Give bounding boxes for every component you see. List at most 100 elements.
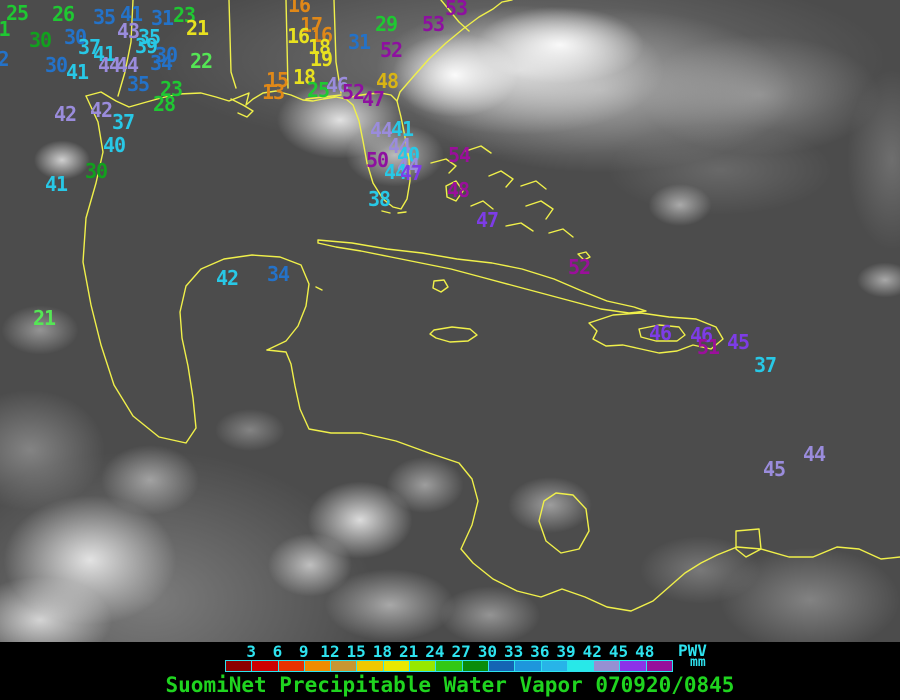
colorbar-tick-label: 12 [320,642,340,661]
station-pwv-value: 30 [63,25,87,49]
station-pwv-value: 16 [287,0,311,17]
colorbar-segment [488,661,516,671]
colorbar-tick-label: 48 [635,642,655,661]
station-pwv-value: 53 [444,0,468,20]
station-pwv-value: 46 [325,73,349,97]
colorbar-segment [304,661,332,671]
coastline-atlantic-seaboard [396,0,513,102]
station-pwv-value: 44 [802,442,826,466]
station-pwv-value: 44 [115,53,139,77]
colorbar-tick-label: 6 [272,642,283,661]
mississippi-delta [230,98,254,118]
station-pwv-value: 37 [77,35,101,59]
station-pwv-value: 44 [396,154,420,178]
coastline-puerto-rico [638,324,686,342]
station-pwv-value: 44 [387,134,411,158]
station-pwv-value: 43 [116,19,140,43]
station-pwv-value: 16 [309,23,333,47]
station-pwv-value: 47 [399,161,423,185]
station-pwv-value: 54 [447,143,471,167]
station-pwv-value: 41 [119,2,143,26]
colorbar-tick-label: 3 [246,642,257,661]
station-pwv-value: 39 [134,34,158,58]
coastline-central-south-america [266,349,900,612]
coastline-mexico-yucatan [82,95,310,444]
station-pwv-value: 25 [306,78,330,102]
station-pwv-value: 1 [0,17,11,41]
station-pwv-value: 44 [383,160,407,184]
coastline-florida [345,92,411,210]
station-pwv-value: 30 [84,159,108,183]
station-pwv-value: 42 [89,98,113,122]
station-pwv-value: 35 [126,72,150,96]
colorbar-segment [357,661,384,671]
station-pwv-value: 45 [726,330,750,354]
station-pwv-value: 2 [0,47,10,71]
colorbar-segment [594,661,621,671]
image-title: SuomiNet Precipitable Water Vapor 070920… [165,673,735,697]
station-pwv-value: 47 [361,87,385,111]
station-pwv-value: 17 [299,13,323,37]
coastline-cuba [317,239,647,314]
colorbar-tick-label: 42 [582,642,602,661]
station-pwv-value: 52 [379,38,403,62]
mm-unit-label: mm [690,655,706,670]
isle-of-youth [432,279,449,293]
station-pwv-value: 45 [762,457,786,481]
colorbar-tick-label: 15 [346,642,366,661]
station-pwv-value: 37 [111,110,135,134]
coastline-overlay [82,0,900,612]
colorbar-tick-label: 39 [556,642,576,661]
station-pwv-value: 30 [154,43,178,67]
florida-keys [381,210,407,214]
station-pwv-value: 35 [137,25,161,49]
colorbar-segment [646,661,673,671]
satellite-image: 25 1 30 2 30 26 35 41 31 23 21 43 30 37 41 35 39 30 34 44 44… [0,0,900,642]
station-pwv-value: 19 [309,47,333,71]
station-pwv-value: 47 [475,208,499,232]
pwv-colorbar [225,660,673,672]
bahamas-islands [430,145,591,261]
station-pwv-value: 21 [185,16,209,40]
coastline-trinidad [735,528,762,558]
station-pwv-value: 28 [152,92,176,116]
station-pwv-value: 23 [172,3,196,27]
colorbar-segment [462,661,489,671]
station-pwv-value: 52 [341,80,365,104]
station-values-layer: 25 1 30 2 30 26 35 41 31 23 21 43 30 37 41 35 39 30 34 44 44… [0,0,826,481]
colorbar-tick-label: 24 [425,642,445,661]
colorbar-segment [226,661,253,671]
station-pwv-value: 30 [28,28,52,52]
lake-maracaibo [538,492,590,554]
station-pwv-value: 40 [396,143,420,167]
station-pwv-value: 50 [365,148,389,172]
colorbar-tick-label: 36 [530,642,550,661]
colorbar-segment [515,661,542,671]
station-pwv-value: 41 [44,172,68,196]
station-pwv-value: 13 [261,80,285,104]
station-pwv-value: 42 [53,102,77,126]
colorbar-segment [278,661,305,671]
cozumel [315,286,323,291]
station-pwv-value: 41 [92,42,116,66]
legend-bar: 3 6 9 12 15 18 21 24 27 30 33 36 39 42 45 48 PWV mm Suo… [0,642,900,700]
colorbar-segment [436,661,463,671]
station-pwv-value: 44 [97,53,121,77]
coastline-jamaica [429,326,478,343]
station-pwv-value: 16 [286,24,310,48]
colorbar-tick-label: 30 [477,642,497,661]
station-pwv-value: 29 [374,12,398,36]
station-pwv-value: 35 [92,5,116,29]
station-pwv-value: 48 [375,69,399,93]
station-pwv-value: 41 [390,117,414,141]
station-pwv-value: 34 [149,51,173,75]
station-pwv-value: 53 [421,12,445,36]
station-pwv-value: 31 [347,30,371,54]
station-pwv-value: 18 [292,65,316,89]
cloud-layer [0,0,900,642]
coastline-hispaniola [588,312,724,354]
station-pwv-value: 52 [567,255,591,279]
station-pwv-value: 30 [44,53,68,77]
colorbar-segment [541,661,568,671]
